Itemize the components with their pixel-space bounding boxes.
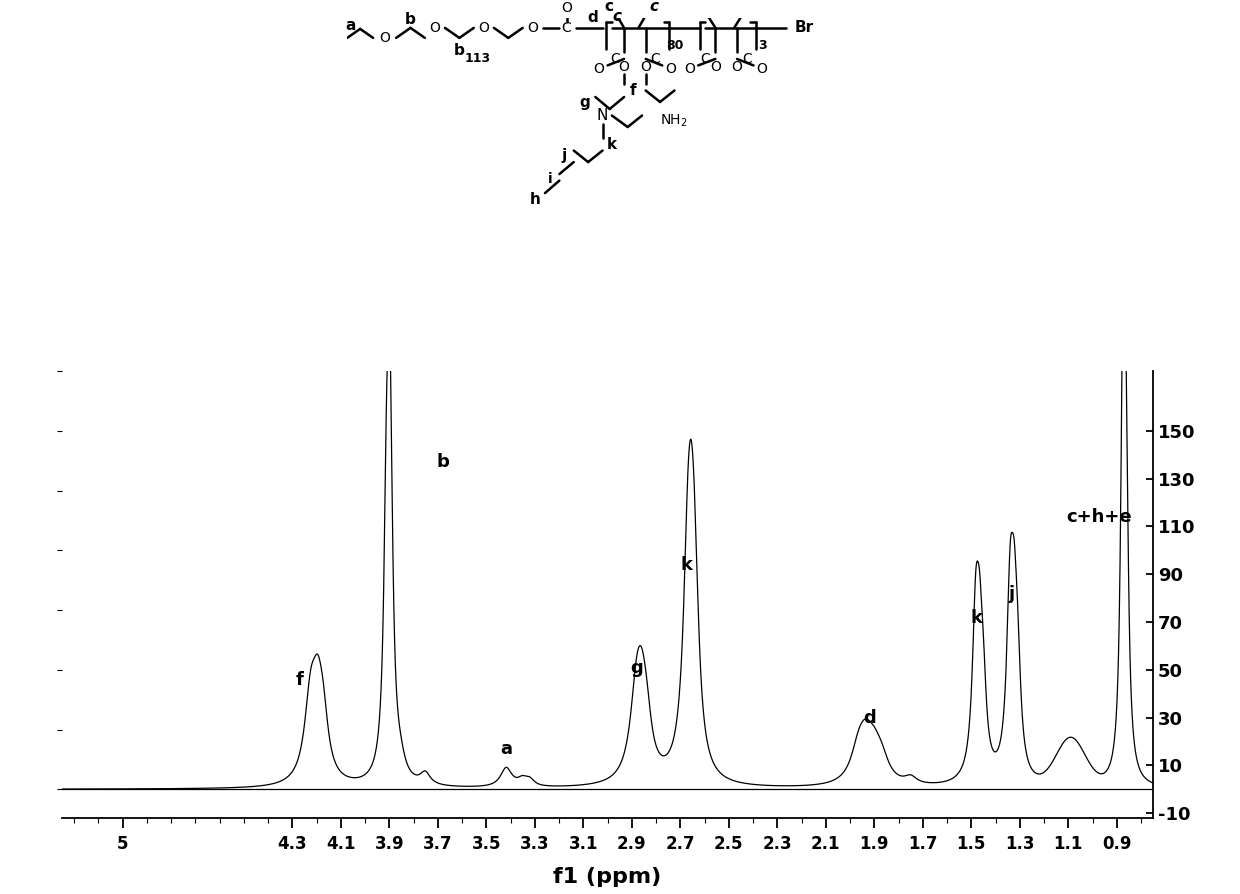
Text: N: N	[596, 108, 608, 123]
Text: d: d	[588, 11, 599, 25]
Text: O: O	[711, 60, 720, 74]
Text: O: O	[756, 62, 768, 76]
Text: NH$_2$: NH$_2$	[660, 113, 688, 129]
Text: g: g	[630, 659, 644, 677]
Text: k: k	[681, 556, 692, 574]
Text: O: O	[666, 62, 676, 76]
Text: c+h+e: c+h+e	[1066, 509, 1131, 527]
Text: c: c	[604, 0, 614, 14]
Text: C: C	[562, 21, 572, 35]
Text: b: b	[405, 13, 415, 28]
Text: a: a	[346, 18, 356, 33]
Text: j: j	[1008, 585, 1014, 603]
Text: O: O	[429, 21, 440, 35]
Text: O: O	[640, 60, 651, 74]
Text: Br: Br	[795, 21, 813, 36]
Text: O: O	[732, 60, 743, 74]
Text: c: c	[649, 0, 658, 14]
Text: 113: 113	[465, 53, 491, 65]
Text: 80: 80	[666, 39, 683, 52]
Text: C: C	[650, 52, 660, 66]
Text: b: b	[436, 453, 449, 471]
Text: O: O	[527, 21, 538, 35]
Text: h: h	[531, 191, 541, 207]
Text: O: O	[594, 62, 604, 76]
Text: O: O	[619, 60, 630, 74]
Text: i: i	[548, 172, 552, 186]
Text: k: k	[606, 137, 618, 152]
Text: C: C	[743, 52, 751, 66]
Text: f: f	[295, 670, 304, 689]
Text: C: C	[610, 52, 620, 66]
Text: j: j	[562, 148, 567, 163]
Text: k: k	[971, 609, 982, 627]
Text: a: a	[500, 740, 512, 758]
Text: c: c	[613, 9, 621, 24]
Text: g: g	[579, 96, 590, 111]
Text: O: O	[562, 1, 572, 15]
Text: O: O	[684, 62, 694, 76]
Text: b: b	[454, 43, 465, 58]
Text: C: C	[701, 52, 711, 66]
Text: O: O	[379, 31, 391, 45]
Text: O: O	[479, 21, 490, 35]
Text: d: d	[863, 709, 875, 727]
X-axis label: f1 (ppm): f1 (ppm)	[553, 866, 662, 887]
Text: f: f	[630, 83, 637, 98]
Text: 3: 3	[758, 39, 766, 52]
